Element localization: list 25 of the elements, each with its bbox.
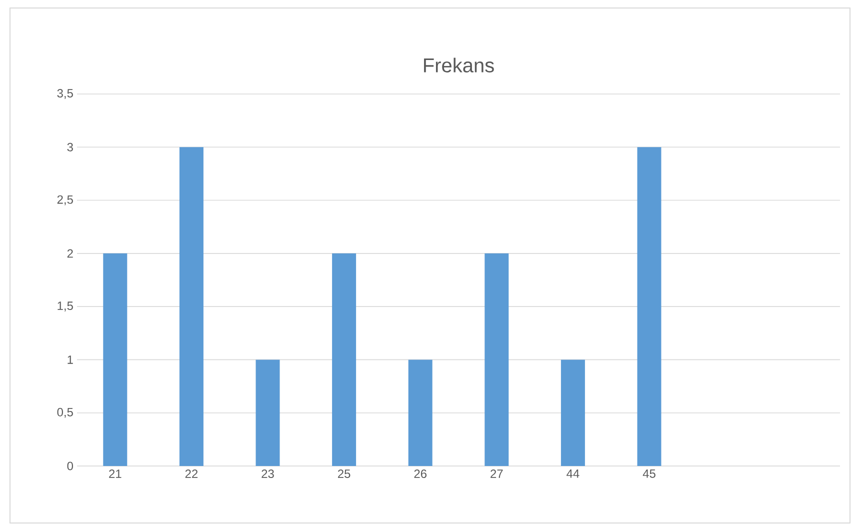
y-tick-label: 2,5 xyxy=(57,195,73,206)
bar xyxy=(103,253,128,466)
x-tick-label: 21 xyxy=(109,470,122,478)
x-tick-label: 23 xyxy=(262,470,274,478)
y-tick-label: 3,5 xyxy=(57,89,73,99)
x-tick-label: 27 xyxy=(490,470,503,478)
x-tick-label: 26 xyxy=(414,470,427,478)
y-tick-label: 0 xyxy=(67,462,74,470)
bar xyxy=(179,147,204,466)
bar xyxy=(256,360,280,466)
bar xyxy=(484,253,509,466)
y-tick-label: 2 xyxy=(67,249,73,258)
chart-title: Frekans xyxy=(424,58,494,72)
bar xyxy=(408,360,432,466)
x-tick-label: 25 xyxy=(338,470,350,478)
x-tick-label: 22 xyxy=(185,470,198,478)
y-tick-label: 1,5 xyxy=(58,302,73,312)
bar xyxy=(560,360,585,466)
y-tick-label: 3 xyxy=(67,142,73,152)
y-tick-label: 1 xyxy=(68,356,73,364)
x-tick-label: 44 xyxy=(566,470,580,478)
bar xyxy=(332,253,356,466)
x-tick-label: 45 xyxy=(642,470,656,478)
bar xyxy=(637,147,662,466)
y-tick-label: 0,5 xyxy=(57,408,73,418)
